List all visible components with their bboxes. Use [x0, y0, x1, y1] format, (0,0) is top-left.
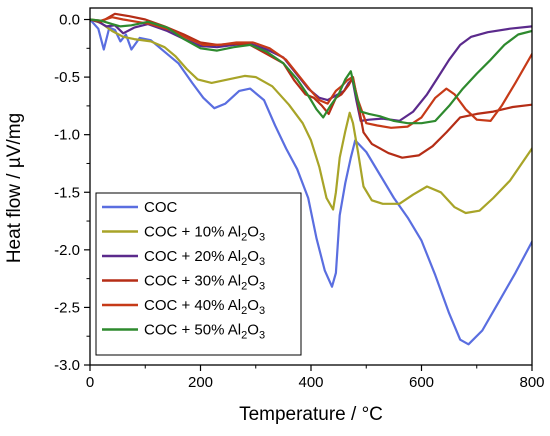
series-line-3: [90, 12, 532, 159]
y-axis-title: Heat flow / µV/mg: [4, 113, 25, 263]
x-tick-label: 800: [519, 374, 544, 391]
series-line-4: [90, 16, 532, 129]
y-tick-label: -1.5: [54, 184, 80, 201]
ticks-layer: 0 200 400 600 800 0.0 -0.5 -1.0 -1.5 -2.0 -2.5 -3.0: [54, 12, 544, 391]
series-line-2: [90, 18, 532, 122]
x-tick-label: 200: [188, 374, 213, 391]
series-line-0: [90, 18, 532, 346]
y-tick-label: -2.5: [54, 299, 80, 316]
series-layer: [90, 12, 532, 346]
y-tick-label: -0.5: [54, 69, 80, 86]
legend-label-0: COC: [144, 199, 178, 216]
x-tick-label: 400: [298, 374, 323, 391]
legend-box: [95, 192, 302, 356]
x-axis-title: Temperature / °C: [239, 404, 383, 425]
y-tick-label: -1.0: [54, 127, 80, 144]
series-line-1: [90, 18, 532, 215]
legend-label-4: COC + 40% Al2O3: [144, 297, 265, 317]
legend-label-2: COC + 20% Al2O3: [144, 248, 265, 268]
series-line-5: [90, 18, 532, 125]
y-tick-label: -2.0: [54, 242, 80, 259]
legend-label-3: COC + 30% Al2O3: [144, 273, 265, 293]
legend: COC COC + 10% Al2O3 COC + 20% Al2O3 COC + 3…: [95, 192, 302, 356]
legend-label-5: COC + 50% Al2O3: [144, 322, 265, 342]
legend-label-1: COC + 10% Al2O3: [144, 224, 265, 244]
y-tick-label: -3.0: [54, 357, 80, 374]
x-tick-label: 0: [86, 374, 94, 391]
x-tick-label: 600: [409, 374, 434, 391]
y-tick-label: 0.0: [59, 12, 80, 29]
